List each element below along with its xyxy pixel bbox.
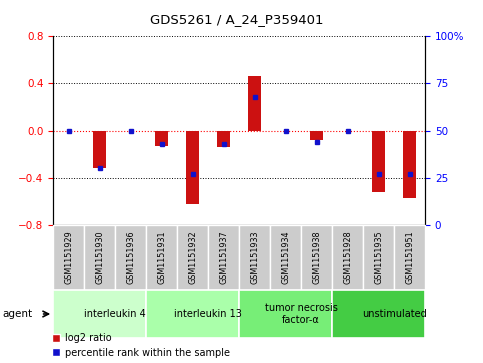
Text: GSM1151929: GSM1151929 (64, 230, 73, 284)
Text: GSM1151937: GSM1151937 (219, 230, 228, 284)
Text: GSM1151931: GSM1151931 (157, 230, 166, 284)
Text: GSM1151938: GSM1151938 (312, 230, 321, 284)
Bar (146, 290, 239, 338)
Bar (403, 131, 416, 198)
Bar (177, 225, 208, 290)
Text: GDS5261 / A_24_P359401: GDS5261 / A_24_P359401 (150, 13, 324, 26)
Text: GSM1151932: GSM1151932 (188, 230, 197, 284)
Bar (186, 131, 199, 204)
Bar (115, 225, 146, 290)
Bar (217, 131, 230, 147)
Bar (239, 225, 270, 290)
Bar (363, 225, 394, 290)
Text: tumor necrosis
factor-α: tumor necrosis factor-α (265, 303, 338, 325)
Bar (239, 290, 332, 338)
Text: agent: agent (2, 309, 32, 319)
Bar (270, 225, 301, 290)
Text: GSM1151933: GSM1151933 (250, 230, 259, 284)
Text: GSM1151930: GSM1151930 (95, 230, 104, 284)
Text: unstimulated: unstimulated (362, 309, 426, 319)
Bar (53, 225, 84, 290)
Text: interleukin 13: interleukin 13 (174, 309, 242, 319)
Bar (372, 131, 385, 192)
Bar (332, 225, 363, 290)
Bar (208, 225, 239, 290)
Text: interleukin 4: interleukin 4 (84, 309, 146, 319)
Text: GSM1151928: GSM1151928 (343, 230, 352, 284)
Bar (84, 225, 115, 290)
Bar (332, 290, 425, 338)
Bar (301, 225, 332, 290)
Bar (156, 131, 168, 146)
Text: GSM1151935: GSM1151935 (374, 230, 383, 284)
Bar (394, 225, 425, 290)
Text: GSM1151936: GSM1151936 (126, 230, 135, 284)
Legend: log2 ratio, percentile rank within the sample: log2 ratio, percentile rank within the s… (48, 329, 234, 362)
Bar (248, 76, 261, 131)
Bar (311, 131, 323, 140)
Bar (93, 131, 106, 168)
Text: GSM1151951: GSM1151951 (405, 230, 414, 284)
Text: GSM1151934: GSM1151934 (281, 230, 290, 284)
Bar (53, 290, 146, 338)
Bar (146, 225, 177, 290)
